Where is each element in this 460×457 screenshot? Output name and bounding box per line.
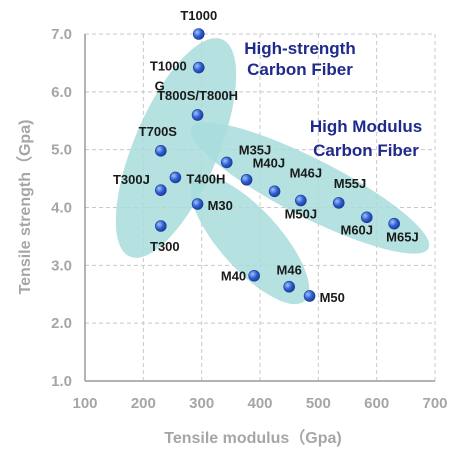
x-tick-label: 200 [131,395,156,412]
annotation-high-modulus-line: Carbon Fiber [313,141,419,160]
point-label-m55j: M55J [334,176,367,191]
point-m50j [295,194,307,207]
axes-layer: 100 200 300 400 500 600 700 1.0 2.0 3.0 4.0 5.0 6.0 7… [51,26,447,412]
point-label-t300: T300 [150,239,180,254]
point-label-m60j: M60J [340,222,373,237]
x-tick-label: 400 [247,395,272,412]
point-t300 [155,220,167,232]
x-tick-label: 700 [422,395,447,412]
y-axis-title: Tensile strength（Gpa) [16,120,34,295]
annotations-layer: High-strength Carbon Fiber High Modulus Car… [244,39,422,160]
point-label-m50j: M50J [285,207,318,222]
point-label-m40: M40 [221,269,246,284]
point-label-m65j: M65J [386,230,419,245]
point-t1000g [192,61,205,74]
x-tick-label: 600 [364,395,389,412]
point-t300j [155,184,167,196]
x-tick-label: 500 [306,395,331,412]
point-t400h [169,171,182,184]
y-tick-label: 4.0 [51,200,72,217]
annotation-high-strength-line: Carbon Fiber [247,60,353,79]
point-m46j [268,185,281,198]
point-t1000 [192,28,205,40]
point-label-m40j: M40J [253,156,286,171]
y-tick-label: 5.0 [51,142,72,159]
point-label-t300j: T300J [113,172,150,187]
point-label-m50: M50 [320,290,345,305]
point-label-m46j: M46J [290,165,323,180]
point-m60j [360,211,373,224]
y-tick-label: 3.0 [51,257,72,274]
point-label-t1000g: T1000 G [150,59,187,94]
point-m50 [303,290,316,302]
y-tick-label: 2.0 [51,315,72,332]
point-m40 [248,269,260,282]
y-tick-label: 1.0 [51,373,72,390]
point-label-t1000: T1000 [180,8,217,23]
point-m35j [220,156,233,169]
point-m65j [388,217,400,230]
point-label-t700s: T700S [139,124,178,139]
point-label-m30: M30 [208,198,233,213]
y-tick-label: 7.0 [51,26,72,43]
point-label-t400h: T400H [186,171,225,186]
point-t700s [155,145,167,157]
region-high-strength [115,38,237,258]
x-tick-label: 100 [72,395,97,412]
point-t800s-t800h [191,109,204,121]
point-m55j [332,197,345,209]
region-low-strength [190,175,310,305]
annotation-high-modulus-line: High Modulus [310,117,422,136]
x-axis-title: Tensile modulus（Gpa) [164,429,342,447]
y-tick-label: 6.0 [51,84,72,101]
point-m46 [283,280,295,293]
point-m40j [240,173,253,186]
x-tick-label: 300 [189,395,214,412]
point-m30 [191,198,204,210]
point-label-t800s-t800h: T800S/T800H [157,88,238,103]
point-label-m46: M46 [277,263,302,278]
point-label-m35j: M35J [239,142,272,157]
annotation-high-strength-line: High-strength [244,39,355,58]
